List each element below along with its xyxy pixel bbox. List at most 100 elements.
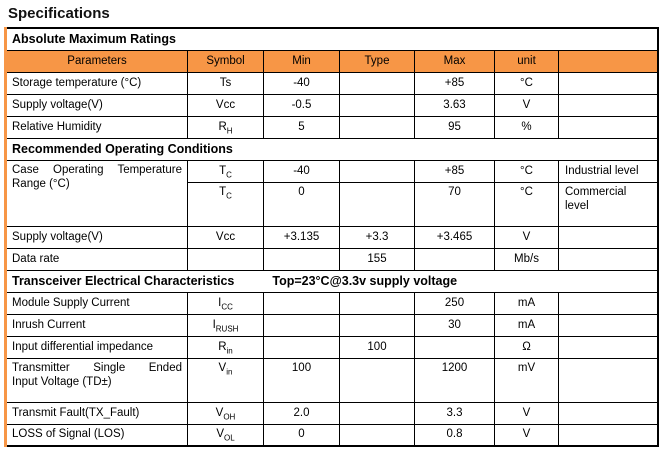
min-cell bbox=[263, 335, 340, 359]
row-transmit-fault: Transmit Fault(TX_Fault) VOH 2.0 3.3 V bbox=[5, 401, 658, 425]
type-cell bbox=[339, 159, 415, 183]
param-cell: Input differential impedance bbox=[5, 335, 188, 359]
note-cell bbox=[558, 291, 658, 315]
row-case-temperature-industrial: Case Operating Temperature Range (°C) TC… bbox=[5, 159, 658, 227]
max-cell: 1200 bbox=[414, 357, 495, 403]
min-cell bbox=[263, 291, 340, 315]
row-storage-temperature: Storage temperature (°C) Ts -40 +85 °C bbox=[5, 71, 658, 95]
type-cell bbox=[339, 401, 415, 425]
col-header-extra bbox=[558, 49, 658, 73]
type-cell bbox=[339, 423, 415, 447]
symbol-cell: VOL bbox=[187, 423, 264, 447]
type-cell: 155 bbox=[339, 247, 415, 271]
section-title-text: Transceiver Electrical Characteristics bbox=[12, 273, 235, 288]
symbol-cell: RH bbox=[187, 115, 264, 139]
type-cell: +3.3 bbox=[339, 225, 415, 249]
symbol-cell: TC bbox=[187, 159, 264, 183]
min-cell: 100 bbox=[263, 357, 340, 403]
symbol-cell: ICC bbox=[187, 291, 264, 315]
param-cell: Data rate bbox=[5, 247, 188, 271]
max-cell: +85 bbox=[414, 159, 495, 183]
max-cell: 30 bbox=[414, 313, 495, 337]
row-input-differential-impedance: Input differential impedance Rin 100 Ω bbox=[5, 335, 658, 359]
symbol-cell: TC bbox=[187, 181, 264, 227]
min-cell bbox=[263, 313, 340, 337]
min-cell: 0 bbox=[263, 181, 340, 227]
min-cell: -0.5 bbox=[263, 93, 340, 117]
min-cell: -40 bbox=[263, 159, 340, 183]
symbol-cell: IRUSH bbox=[187, 313, 264, 337]
param-cell: Transmitter Single Ended Input Voltage (… bbox=[5, 357, 188, 403]
param-cell: Module Supply Current bbox=[5, 291, 188, 315]
max-cell: +3.465 bbox=[414, 225, 495, 249]
type-cell bbox=[339, 93, 415, 117]
max-cell: 0.8 bbox=[414, 423, 495, 447]
type-cell bbox=[339, 357, 415, 403]
note-cell bbox=[558, 93, 658, 117]
symbol-cell: VOH bbox=[187, 401, 264, 425]
max-cell bbox=[414, 335, 495, 359]
param-cell: Supply voltage(V) bbox=[5, 225, 188, 249]
unit-cell: °C bbox=[494, 71, 559, 95]
note-cell bbox=[558, 335, 658, 359]
section-condition-text: Top=23°C@3.3v supply voltage bbox=[272, 273, 458, 288]
note-cell bbox=[558, 225, 658, 249]
symbol-cell bbox=[187, 247, 264, 271]
page-title: Specifications bbox=[8, 5, 110, 22]
row-module-supply-current: Module Supply Current ICC 250 mA bbox=[5, 291, 658, 315]
symbol-cell: Vin bbox=[187, 357, 264, 403]
section-title-absolute-maximum-ratings: Absolute Maximum Ratings bbox=[5, 27, 658, 51]
unit-cell: Ω bbox=[494, 335, 559, 359]
max-cell: 95 bbox=[414, 115, 495, 139]
col-header-unit: unit bbox=[494, 49, 559, 73]
note-cell bbox=[558, 423, 658, 447]
unit-cell: mA bbox=[494, 291, 559, 315]
unit-cell: °C bbox=[494, 159, 559, 183]
unit-cell: mV bbox=[494, 357, 559, 403]
unit-cell: V bbox=[494, 225, 559, 249]
row-data-rate: Data rate 155 Mb/s bbox=[5, 247, 658, 271]
min-cell: 5 bbox=[263, 115, 340, 139]
param-cell: Supply voltage(V) bbox=[5, 93, 188, 117]
param-cell: Inrush Current bbox=[5, 313, 188, 337]
section-title-transceiver-electrical-characteristics: Transceiver Electrical Characteristics To… bbox=[5, 269, 658, 293]
note-cell bbox=[558, 115, 658, 139]
note-cell: Commercial level bbox=[558, 181, 658, 227]
row-case-temperature-commercial: TC 0 70 °C Commercial level bbox=[6, 181, 658, 227]
param-cell: Relative Humidity bbox=[5, 115, 188, 139]
min-cell: +3.135 bbox=[263, 225, 340, 249]
param-cell: LOSS of Signal (LOS) bbox=[5, 423, 188, 447]
section-title-recommended-operating-conditions: Recommended Operating Conditions bbox=[5, 137, 658, 161]
type-cell bbox=[339, 181, 415, 227]
type-cell bbox=[339, 115, 415, 139]
max-cell: 3.3 bbox=[414, 401, 495, 425]
type-cell bbox=[339, 71, 415, 95]
min-cell bbox=[263, 247, 340, 271]
row-transmitter-input-voltage: Transmitter Single Ended Input Voltage (… bbox=[5, 357, 658, 403]
max-cell: 250 bbox=[414, 291, 495, 315]
min-cell: 2.0 bbox=[263, 401, 340, 425]
unit-cell: V bbox=[494, 423, 559, 447]
specifications-table: Absolute Maximum Ratings Parameters Symb… bbox=[4, 27, 659, 447]
unit-cell: V bbox=[494, 401, 559, 425]
col-header-max: Max bbox=[414, 49, 495, 73]
unit-cell: V bbox=[494, 93, 559, 117]
section-row-absolute-maximum-ratings: Absolute Maximum Ratings bbox=[5, 27, 658, 51]
param-cell: Storage temperature (°C) bbox=[5, 71, 188, 95]
section-row-transceiver-electrical-characteristics: Transceiver Electrical Characteristics To… bbox=[5, 269, 658, 293]
type-cell: 100 bbox=[339, 335, 415, 359]
unit-cell: mA bbox=[494, 313, 559, 337]
row-supply-voltage-rec: Supply voltage(V) Vcc +3.135 +3.3 +3.465… bbox=[5, 225, 658, 249]
max-cell: 70 bbox=[414, 181, 495, 227]
note-cell bbox=[558, 71, 658, 95]
note-cell bbox=[558, 357, 658, 403]
col-header-min: Min bbox=[263, 49, 340, 73]
unit-cell: °C bbox=[494, 181, 559, 227]
symbol-cell: Rin bbox=[187, 335, 264, 359]
type-cell bbox=[339, 313, 415, 337]
section-row-recommended-operating-conditions: Recommended Operating Conditions bbox=[5, 137, 658, 161]
note-cell bbox=[558, 401, 658, 425]
unit-cell: Mb/s bbox=[494, 247, 559, 271]
column-header-row: Parameters Symbol Min Type Max unit bbox=[5, 49, 658, 73]
max-cell: +85 bbox=[414, 71, 495, 95]
